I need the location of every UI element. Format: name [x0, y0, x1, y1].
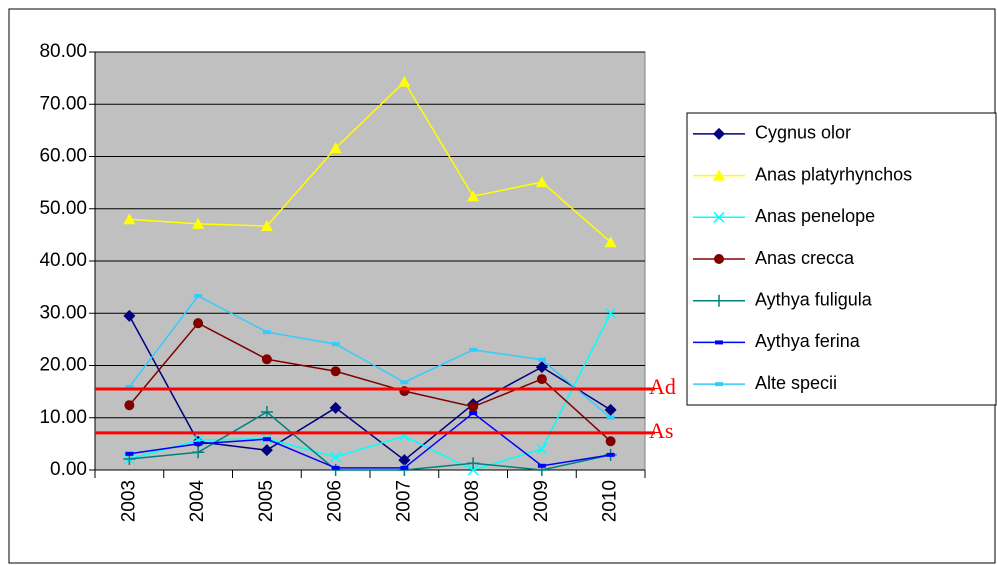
x-tick-label: 2004	[187, 480, 208, 523]
marker	[192, 446, 205, 459]
marker	[124, 400, 135, 411]
series-line	[129, 312, 612, 471]
marker	[467, 457, 480, 470]
y-tick-label: 20.00	[39, 355, 87, 376]
marker	[398, 75, 411, 87]
marker	[535, 361, 548, 374]
marker	[467, 190, 480, 202]
marker	[535, 176, 548, 188]
marker	[331, 342, 340, 347]
marker	[123, 213, 136, 225]
x-tick-label: 2007	[393, 480, 414, 522]
marker	[398, 454, 411, 467]
series-line	[129, 80, 612, 243]
marker	[714, 254, 724, 264]
x-tick-label: 2003	[118, 480, 139, 522]
y-tick-label: 40.00	[39, 250, 87, 271]
marker	[537, 357, 546, 362]
series-line	[129, 411, 611, 471]
y-tick-label: 80.00	[39, 41, 87, 62]
marker	[192, 217, 205, 229]
marker	[261, 354, 272, 365]
x-tick-label: 2008	[462, 480, 483, 522]
reference-label: As	[649, 418, 673, 443]
marker	[262, 437, 271, 442]
y-tick-label: 70.00	[39, 93, 87, 114]
marker	[260, 406, 273, 419]
marker	[194, 294, 203, 299]
marker	[260, 219, 273, 231]
marker	[193, 318, 204, 329]
marker	[537, 463, 546, 468]
marker	[467, 464, 479, 476]
marker	[329, 401, 342, 414]
marker	[194, 441, 203, 446]
legend-label: Aythya ferina	[755, 331, 861, 351]
marker	[123, 309, 136, 322]
x-tick-label: 2005	[256, 480, 277, 522]
y-tick-label: 60.00	[39, 146, 87, 167]
y-tick-label: 50.00	[39, 198, 87, 219]
series-line	[128, 295, 612, 419]
marker	[400, 465, 409, 470]
y-tick-label: 10.00	[39, 407, 87, 428]
marker	[331, 465, 340, 470]
series-line	[128, 322, 612, 442]
marker	[713, 169, 725, 181]
marker	[715, 382, 723, 387]
marker	[536, 443, 548, 455]
marker	[125, 451, 134, 456]
legend-label: Anas crecca	[755, 248, 855, 268]
marker	[262, 330, 271, 335]
y-tick-label: 0.00	[50, 459, 87, 480]
legend-label: Alte specii	[755, 373, 837, 393]
x-tick-label: 2010	[600, 480, 621, 522]
marker	[125, 384, 134, 389]
marker	[606, 452, 615, 457]
marker	[715, 340, 723, 345]
marker	[606, 415, 615, 420]
marker	[260, 444, 273, 457]
marker	[329, 142, 342, 154]
legend-label: Aythya fuligula	[755, 289, 873, 309]
marker	[605, 307, 617, 319]
legend-label: Anas penelope	[755, 206, 875, 226]
marker	[605, 436, 616, 447]
marker	[468, 401, 479, 412]
marker	[469, 347, 478, 352]
x-tick-label: 2009	[531, 480, 552, 522]
marker	[330, 366, 341, 377]
marker	[469, 411, 478, 416]
legend-label: Cygnus olor	[755, 123, 851, 143]
legend-label: Anas platyrhynchos	[755, 164, 912, 184]
marker	[713, 294, 725, 307]
marker	[713, 127, 725, 140]
reference-label: Ad	[649, 374, 676, 399]
marker	[330, 451, 342, 463]
series-line	[129, 412, 611, 469]
x-tick-label: 2006	[325, 480, 346, 522]
marker	[400, 380, 409, 385]
marker	[713, 211, 725, 223]
marker	[536, 374, 547, 385]
marker	[604, 236, 617, 248]
marker	[604, 403, 617, 416]
y-tick-label: 30.00	[39, 302, 87, 323]
